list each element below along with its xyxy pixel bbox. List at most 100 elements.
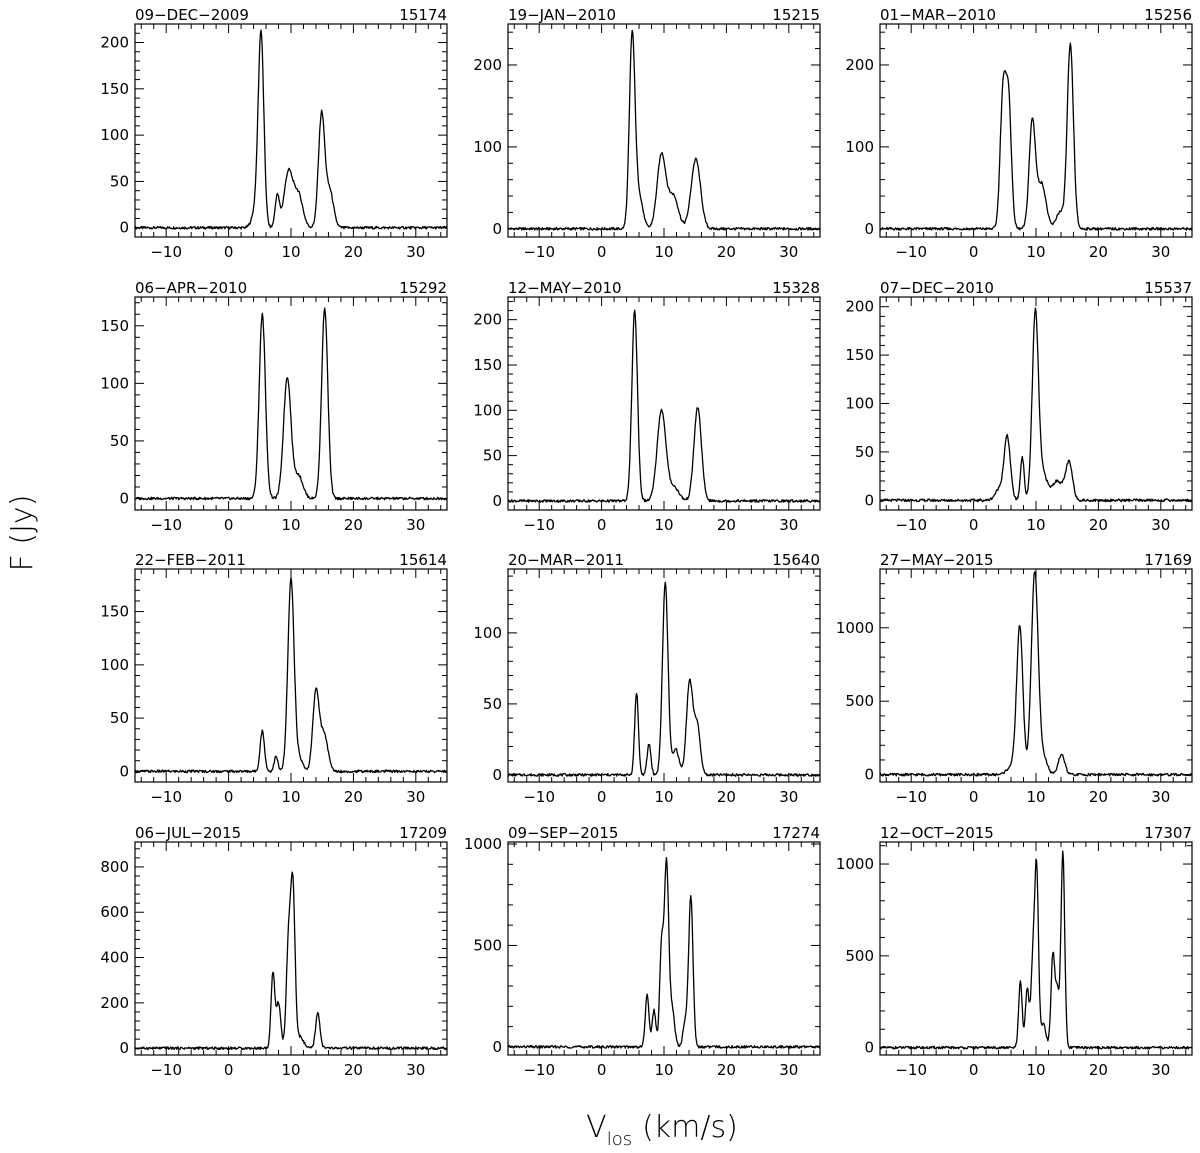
x-tick-label: 20 bbox=[1089, 243, 1108, 261]
spectrum-panel: 09−SEP−2015 17274 −10 0 10 20 30 0 500 1000 bbox=[464, 824, 821, 1079]
panel-id-label: 15537 bbox=[1144, 279, 1192, 297]
y-tick-label: 0 bbox=[492, 766, 502, 784]
x-tick-label: 20 bbox=[717, 243, 736, 261]
y-tick-label: 200 bbox=[845, 56, 874, 74]
x-tick-label: 10 bbox=[654, 243, 673, 261]
y-tick-label: 600 bbox=[100, 903, 129, 921]
y-tick-label: 200 bbox=[473, 56, 502, 74]
y-tick-label: 0 bbox=[864, 491, 874, 509]
panel-frame bbox=[507, 23, 821, 238]
x-tick-label: 20 bbox=[1089, 1061, 1108, 1079]
x-axis-title-unit: (km/s) bbox=[642, 1110, 738, 1145]
y-tick-label: 50 bbox=[483, 695, 502, 713]
x-tick-label: −10 bbox=[523, 243, 555, 261]
y-tick-label: 800 bbox=[100, 858, 129, 876]
y-tick-label: 0 bbox=[119, 1039, 129, 1057]
y-tick-label: 1000 bbox=[836, 619, 874, 637]
panel-frame bbox=[134, 23, 448, 238]
x-tick-label: 10 bbox=[281, 788, 300, 806]
panel-date-label: 12−MAY−2010 bbox=[508, 279, 622, 297]
y-tick-label: 0 bbox=[492, 220, 502, 238]
panel-frame bbox=[879, 296, 1193, 511]
panel-date-label: 12−OCT−2015 bbox=[880, 824, 994, 842]
panel-date-label: 22−FEB−2011 bbox=[135, 551, 246, 569]
x-tick-label: 0 bbox=[224, 1061, 234, 1079]
spectrum-panel: 22−FEB−2011 15614 −10 0 10 20 30 0 50 100 150 bbox=[100, 551, 448, 806]
y-tick-label: 150 bbox=[845, 346, 874, 364]
panel-id-label: 15328 bbox=[772, 279, 820, 297]
x-tick-label: 0 bbox=[969, 516, 979, 534]
spectrum-panel: 27−MAY−2015 17169 −10 0 10 20 30 0 500 1000 bbox=[836, 551, 1193, 806]
x-tick-label: 10 bbox=[281, 516, 300, 534]
x-tick-label: 0 bbox=[597, 788, 607, 806]
panels-group: 09−DEC−2009 15174−10 0 10 20 3005010015020019… bbox=[100, 6, 1193, 1079]
x-tick-label: 10 bbox=[281, 243, 300, 261]
panel-id-label: 15174 bbox=[399, 6, 447, 24]
x-tick-label: 20 bbox=[344, 243, 363, 261]
x-tick-label: 30 bbox=[406, 788, 425, 806]
x-tick-label: −10 bbox=[150, 516, 182, 534]
panel-id-label: 15614 bbox=[399, 551, 447, 569]
x-tick-label: 10 bbox=[281, 1061, 300, 1079]
spectrum-line bbox=[134, 307, 448, 501]
panel-date-label: 19−JAN−2010 bbox=[508, 6, 616, 24]
panel-frame bbox=[879, 568, 1193, 783]
x-tick-label: 10 bbox=[654, 1061, 673, 1079]
x-tick-label: 20 bbox=[344, 788, 363, 806]
panel-frame bbox=[507, 841, 821, 1056]
panel-date-label: 06−JUL−2015 bbox=[135, 824, 241, 842]
x-tick-label: −10 bbox=[523, 516, 555, 534]
panel-date-label: 07−DEC−2010 bbox=[880, 279, 994, 297]
y-tick-label: 200 bbox=[473, 311, 502, 329]
y-tick-label: 0 bbox=[119, 489, 129, 507]
y-tick-label: 500 bbox=[845, 947, 874, 965]
y-tick-label: 500 bbox=[473, 936, 502, 954]
x-axis-title-main: V bbox=[586, 1110, 607, 1145]
y-tick-label: 150 bbox=[100, 603, 129, 621]
x-tick-label: −10 bbox=[895, 788, 927, 806]
panel-id-label: 15215 bbox=[772, 6, 820, 24]
y-tick-label: 0 bbox=[864, 766, 874, 784]
panel-frame bbox=[134, 568, 448, 783]
spectrum-panel: 12−OCT−2015 17307 −10 0 10 20 30 0 500 1000 bbox=[836, 824, 1193, 1079]
x-tick-label: 0 bbox=[969, 1061, 979, 1079]
x-tick-label: 10 bbox=[654, 516, 673, 534]
x-tick-label: −10 bbox=[895, 243, 927, 261]
x-tick-label: 0 bbox=[597, 516, 607, 534]
y-tick-label: 0 bbox=[864, 220, 874, 238]
y-tick-label: 100 bbox=[473, 401, 502, 419]
spectrum-line bbox=[879, 850, 1193, 1050]
panel-id-label: 17274 bbox=[772, 824, 820, 842]
panel-frame bbox=[879, 841, 1193, 1056]
y-tick-label: 150 bbox=[100, 80, 129, 98]
y-tick-label: 1000 bbox=[836, 855, 874, 873]
x-tick-label: 20 bbox=[717, 1061, 736, 1079]
spectrum-line bbox=[879, 42, 1193, 231]
x-tick-label: 10 bbox=[1026, 1061, 1045, 1079]
x-tick-label: −10 bbox=[150, 1061, 182, 1079]
y-tick-label: 150 bbox=[473, 356, 502, 374]
x-tick-label: 20 bbox=[717, 516, 736, 534]
y-tick-label: 500 bbox=[845, 692, 874, 710]
panel-date-label: 27−MAY−2015 bbox=[880, 551, 994, 569]
y-tick-label: 50 bbox=[110, 172, 129, 190]
panel-frame bbox=[879, 23, 1193, 238]
x-axis-title-subscript: los bbox=[607, 1129, 632, 1150]
x-tick-label: 10 bbox=[1026, 788, 1045, 806]
y-tick-label: 0 bbox=[864, 1039, 874, 1057]
x-axis-title: Vlos (km/s) bbox=[586, 1110, 738, 1150]
y-tick-label: 50 bbox=[855, 443, 874, 461]
panel-id-label: 17209 bbox=[399, 824, 447, 842]
panel-id-label: 17169 bbox=[1144, 551, 1192, 569]
spectrum-panel: 19−JAN−2010 15215 −10 0 10 20 30 0 100 200 bbox=[473, 6, 821, 261]
y-axis-title: F (Jy) bbox=[5, 495, 40, 572]
y-tick-label: 100 bbox=[473, 624, 502, 642]
x-tick-label: 30 bbox=[779, 788, 798, 806]
y-tick-label: 200 bbox=[100, 34, 129, 52]
x-tick-label: 10 bbox=[1026, 516, 1045, 534]
spectrum-line bbox=[879, 571, 1193, 777]
y-tick-label: 50 bbox=[110, 709, 129, 727]
y-tick-label: 100 bbox=[100, 374, 129, 392]
y-tick-label: 100 bbox=[845, 395, 874, 413]
